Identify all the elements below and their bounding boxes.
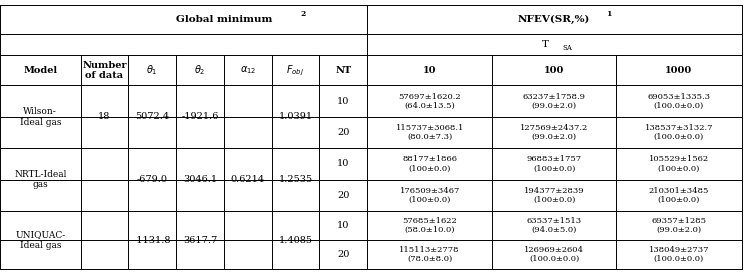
Text: $\alpha_{12}$: $\alpha_{12}$ <box>239 64 256 76</box>
Text: 1: 1 <box>606 10 612 17</box>
Text: 115737±3068.1
(80.0±7.3): 115737±3068.1 (80.0±7.3) <box>395 124 464 141</box>
Text: 210301±3485
(100±0.0): 210301±3485 (100±0.0) <box>649 187 709 204</box>
Text: 2: 2 <box>300 10 306 17</box>
Text: 1.2535: 1.2535 <box>278 175 313 184</box>
Text: Model: Model <box>23 66 57 75</box>
Text: NRTL-Ideal
gas: NRTL-Ideal gas <box>14 170 66 189</box>
Text: 126969±2604
(100.0±0.0): 126969±2604 (100.0±0.0) <box>524 246 584 263</box>
Text: 63237±1758.9
(99.0±2.0): 63237±1758.9 (99.0±2.0) <box>523 92 586 110</box>
Text: Number
of data: Number of data <box>82 61 127 80</box>
Text: 18: 18 <box>98 112 110 121</box>
Text: 57685±1622
(58.0±10.0): 57685±1622 (58.0±10.0) <box>402 217 457 234</box>
Text: 20: 20 <box>337 191 349 200</box>
Text: 63537±1513
(94.0±5.0): 63537±1513 (94.0±5.0) <box>527 217 582 234</box>
Text: 194377±2839
(100±0.0): 194377±2839 (100±0.0) <box>524 187 585 204</box>
Text: 3046.1: 3046.1 <box>183 175 217 184</box>
Text: $\theta_2$: $\theta_2$ <box>194 63 206 77</box>
Text: 1.0391: 1.0391 <box>278 112 313 121</box>
Text: -1921.6: -1921.6 <box>181 112 219 121</box>
Text: 0.6214: 0.6214 <box>231 175 265 184</box>
Text: $F_{obj}$: $F_{obj}$ <box>286 63 304 78</box>
Text: 69357±1285
(99.0±2.0): 69357±1285 (99.0±2.0) <box>651 217 706 234</box>
Text: 100: 100 <box>544 66 565 75</box>
Text: 127569±2437.2
(99.0±2.0): 127569±2437.2 (99.0±2.0) <box>520 124 589 141</box>
Text: $\theta_1$: $\theta_1$ <box>146 63 158 77</box>
Text: 138049±2737
(100.0±0.0): 138049±2737 (100.0±0.0) <box>648 246 709 263</box>
Text: 10: 10 <box>337 221 349 230</box>
Text: NT: NT <box>335 66 351 75</box>
Text: SA: SA <box>562 44 573 52</box>
Text: 1.4085: 1.4085 <box>278 236 313 245</box>
Text: 69053±1335.3
(100.0±0.0): 69053±1335.3 (100.0±0.0) <box>648 92 710 110</box>
Text: UNIQUAC-
Ideal gas: UNIQUAC- Ideal gas <box>15 230 66 250</box>
Text: -1131.8: -1131.8 <box>134 236 171 245</box>
Text: 5072.4: 5072.4 <box>135 112 169 121</box>
Text: T: T <box>542 40 549 49</box>
Text: Wilson-
Ideal gas: Wilson- Ideal gas <box>19 107 61 126</box>
Text: Global minimum: Global minimum <box>175 15 272 24</box>
Text: 3617.7: 3617.7 <box>183 236 217 245</box>
Text: 138537±3132.7
(100.0±0.0): 138537±3132.7 (100.0±0.0) <box>645 124 713 141</box>
Text: 20: 20 <box>337 128 349 137</box>
Text: 115113±2778
(78.0±8.0): 115113±2778 (78.0±8.0) <box>399 246 460 263</box>
Text: 105529±1562
(100±0.0): 105529±1562 (100±0.0) <box>649 155 709 172</box>
Text: 88177±1866
(100±0.0): 88177±1866 (100±0.0) <box>402 155 457 172</box>
Text: 10: 10 <box>337 97 349 106</box>
Text: 10: 10 <box>337 159 349 168</box>
Text: 57697±1620.2
(64.0±13.5): 57697±1620.2 (64.0±13.5) <box>398 92 461 110</box>
Text: NFEV(SR,%): NFEV(SR,%) <box>518 15 591 24</box>
Text: 20: 20 <box>337 250 349 259</box>
Text: 1000: 1000 <box>665 66 692 75</box>
Text: 10: 10 <box>423 66 436 75</box>
Text: 96883±1757
(100±0.0): 96883±1757 (100±0.0) <box>527 155 582 172</box>
Text: 176509±3467
(100±0.0): 176509±3467 (100±0.0) <box>400 187 460 204</box>
Text: -679.0: -679.0 <box>137 175 168 184</box>
